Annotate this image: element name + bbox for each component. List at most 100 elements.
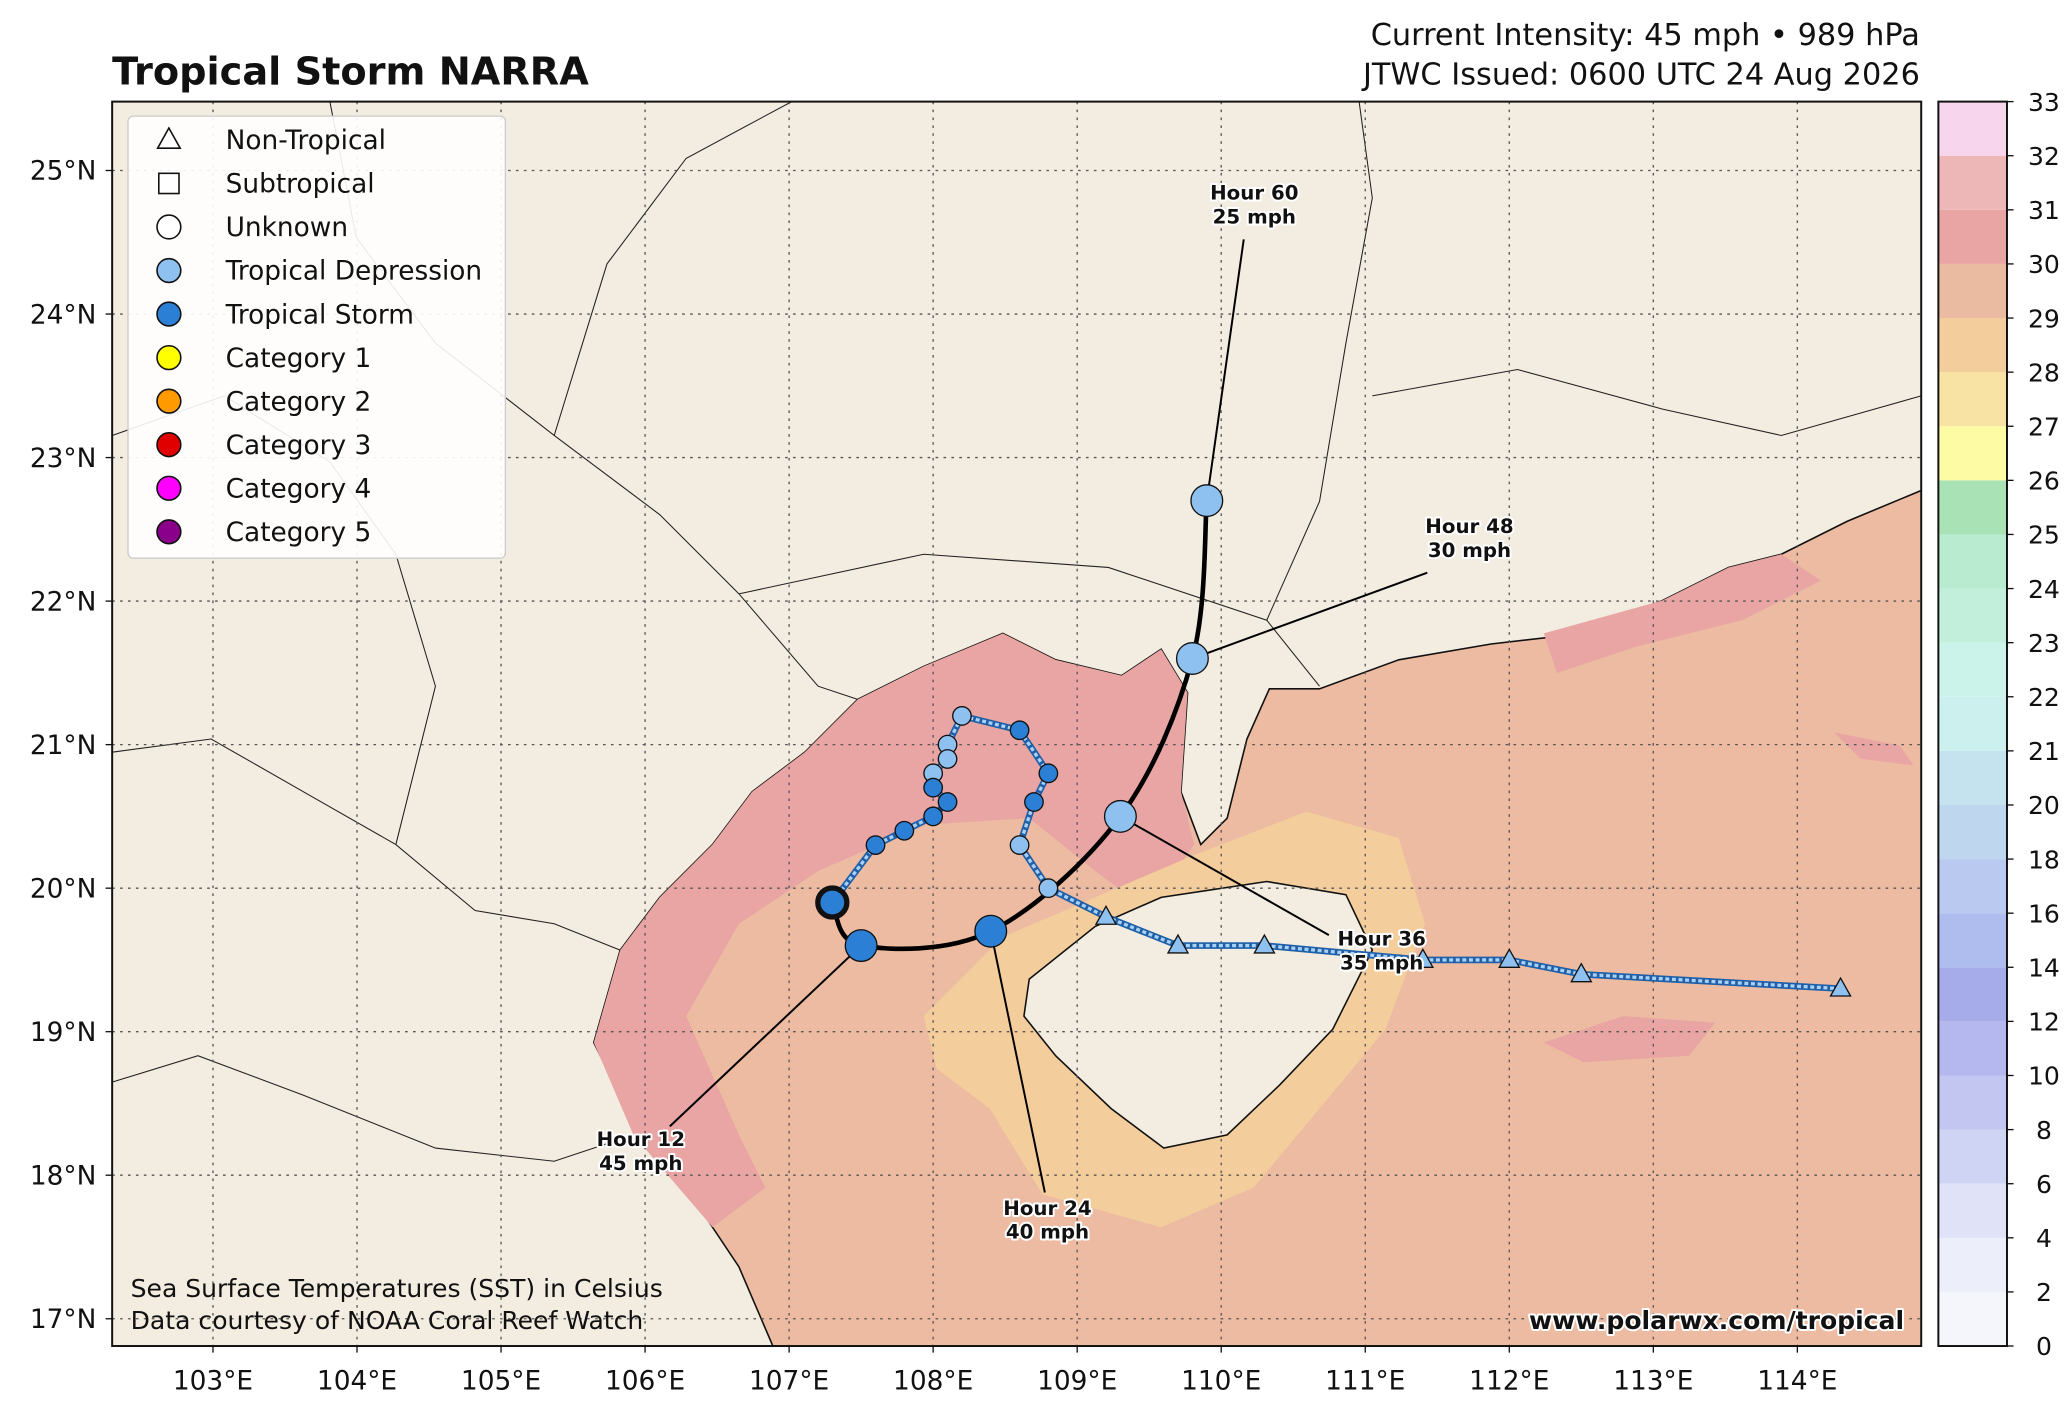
x-tick-label: 110°E [1181, 1367, 1261, 1397]
track-point [1038, 763, 1059, 784]
legend-marker [156, 432, 182, 458]
colorbar-band [1938, 155, 2007, 210]
y-tick-label: 24°N [30, 300, 96, 330]
x-tick-label: 103°E [173, 1367, 253, 1397]
credit: Data courtesy of NOAA Coral Reef Watch [131, 1306, 644, 1335]
y-tick-label: 25°N [30, 157, 96, 187]
colorbar-label: 22 [2028, 683, 2060, 712]
colorbar: 0246810121416182021222324252627282930313… [1937, 88, 2060, 1361]
track-point [923, 806, 944, 827]
forecast-wind: 45 mph [599, 1152, 682, 1175]
colorbar-band [1938, 372, 2007, 427]
colorbar-band [1938, 696, 2007, 751]
colorbar-band [1938, 1075, 2007, 1130]
forecast-point [1175, 642, 1209, 676]
current-position [815, 885, 850, 920]
legend-marker [156, 344, 182, 371]
colorbar-band [1938, 913, 2007, 968]
colorbar-band [1938, 804, 2007, 860]
legend-label: Category 3 [226, 431, 372, 461]
legend-label: Category 1 [226, 344, 372, 374]
legend-marker [156, 475, 182, 501]
leader-line [1119, 815, 1330, 937]
track-point [923, 777, 944, 798]
x-tick-label: 108°E [893, 1367, 973, 1397]
title: Tropical Storm NARRA [112, 49, 589, 94]
legend-label: Tropical Storm [225, 300, 414, 330]
track-point [1253, 933, 1276, 954]
y-tick-label: 22°N [30, 587, 96, 617]
colorbar-band [1938, 1021, 2007, 1076]
legend-label: Non-Tropical [226, 126, 386, 156]
colorbar-label: 30 [2028, 250, 2060, 279]
past-track-outline [829, 712, 1841, 992]
track-point [1009, 720, 1030, 741]
colorbar-label: 8 [2036, 1116, 2052, 1145]
forecast-hour: Hour 48 [1425, 515, 1513, 538]
colorbar-label: 4 [2036, 1224, 2052, 1253]
x-tick-label: 107°E [749, 1367, 829, 1397]
map-base [112, 101, 1922, 1347]
track-point [1411, 948, 1435, 968]
legend-label: Unknown [226, 213, 348, 243]
leader-line [1192, 571, 1428, 660]
colorbar-label: 25 [2028, 521, 2060, 550]
track-point [1570, 962, 1593, 983]
colorbar-label: 2 [2036, 1278, 2052, 1307]
colorbar-label: 16 [2028, 899, 2060, 928]
y-tick-label: 18°N [30, 1161, 96, 1191]
x-tick-label: 112°E [1469, 1367, 1549, 1397]
issued: JTWC Issued: 0600 UTC 24 Aug 2026 [1361, 57, 1920, 92]
colorbar-band [1938, 1183, 2007, 1238]
colorbar-label: 21 [2028, 737, 2060, 766]
x-tick-label: 113°E [1613, 1367, 1693, 1397]
x-tick-label: 109°E [1037, 1367, 1117, 1397]
sst-note: Sea Surface Temperatures (SST) in Celsiu… [131, 1274, 663, 1303]
colorbar-label: 6 [2036, 1170, 2052, 1199]
legend-label: Category 5 [226, 518, 372, 548]
legend-marker [156, 257, 182, 284]
forecast-wind: 30 mph [1428, 539, 1511, 562]
intensity: Current Intensity: 45 mph • 989 hPa [1371, 18, 1920, 53]
colorbar-band [1938, 642, 2007, 697]
legend-marker [156, 519, 182, 545]
legend-label: Tropical Depression [225, 257, 483, 287]
colorbar-label: 14 [2028, 954, 2060, 983]
legend-label: Subtropical [226, 170, 375, 200]
forecast-hour: Hour 60 [1210, 182, 1298, 205]
legend-marker [156, 126, 182, 149]
forecast-hour: Hour 36 [1337, 928, 1425, 951]
track-point [937, 749, 958, 769]
colorbar-label: 12 [2028, 1008, 2060, 1037]
legend: Non-Tropical Subtropical Unknown Tropical D… [127, 115, 507, 559]
colorbar-band [1938, 588, 2007, 643]
leader-line [1205, 239, 1245, 501]
legend-label: Category 4 [226, 474, 372, 504]
forecast-point [1103, 799, 1137, 833]
legend-items: Non-Tropical Subtropical Unknown Tropical D… [156, 126, 483, 548]
y-tick-label: 21°N [30, 731, 96, 761]
track-point [1009, 835, 1030, 855]
website: www.polarwx.com/tropical [1529, 1306, 1904, 1335]
track-point [1038, 878, 1059, 899]
track-point [1498, 948, 1521, 968]
colorbar-band [1938, 859, 2007, 914]
legend-label: Category 2 [226, 387, 372, 417]
x-tick-label: 105°E [461, 1367, 541, 1397]
x-tick-label: 106°E [605, 1367, 685, 1397]
colorbar-label: 27 [2028, 412, 2060, 441]
x-tick-label: 114°E [1757, 1367, 1837, 1397]
colorbar-frame [1937, 100, 2008, 1348]
axes: 103°E 104°E 105°E 106°E 107°E 108°E 109°E 110°E… [30, 157, 1838, 1397]
forecast-point [974, 914, 1008, 948]
colorbar-band [1938, 750, 2007, 805]
track-point [1829, 976, 1852, 997]
borders [112, 101, 1922, 1162]
legend-marker [156, 301, 182, 327]
colorbar-label: 28 [2028, 358, 2060, 387]
colorbar-band [1938, 534, 2007, 589]
colorbar-label: 23 [2028, 629, 2060, 658]
x-tick-label: 104°E [317, 1367, 397, 1397]
